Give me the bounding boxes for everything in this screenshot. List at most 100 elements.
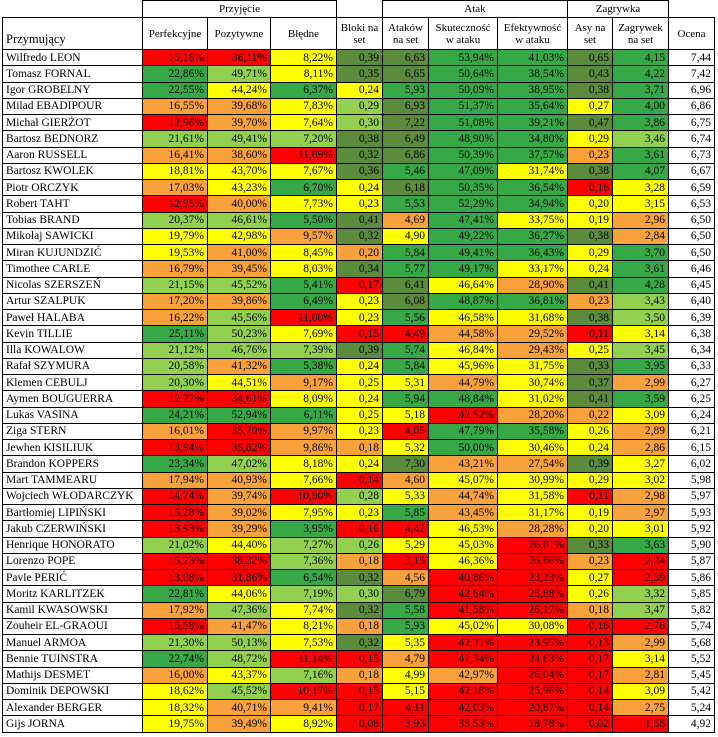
stat-cell: 6,49% <box>270 292 337 311</box>
player-row: Piotr ORCZYK 17,03% 43,23% 6,70% 0,24 6,18 50,… <box>2 178 715 197</box>
stat-cell: 48,84% <box>428 390 498 408</box>
stat-cell: 0,23 <box>336 195 383 213</box>
stat-cell: 39,29% <box>207 520 271 538</box>
player-row: Wilfredo LEON 15,16% 36,11% 8,22% 0,39 6,63 53… <box>2 48 715 67</box>
stat-cell: 5,86 <box>668 568 715 587</box>
stat-cell: 39,68% <box>207 97 271 116</box>
stat-cell: 0,25 <box>336 373 383 392</box>
player-name: Kamil KWASOWSKI <box>2 601 143 619</box>
stat-cell: 25,96% <box>497 682 568 701</box>
stat-cell: 8,18% <box>270 455 337 473</box>
player-name: Milad EBADIPOUR <box>2 97 143 116</box>
stat-cell: 5,74 <box>668 617 715 636</box>
stat-cell: 13,08% <box>142 568 208 587</box>
player-row: Manuel ARMOA 21,30% 50,13% 7,53% 0,32 5,35 42,… <box>2 633 715 652</box>
player-name: Tomasz FORNAL <box>2 65 143 83</box>
stat-cell: 3,28 <box>612 178 669 197</box>
stat-cell: 26,04% <box>497 666 568 684</box>
player-row: Igor GROBELNY 22,55% 44,24% 6,37% 0,24 5,93 50… <box>2 81 715 99</box>
player-name: Mikołaj SAWICKI <box>2 227 143 246</box>
stat-cell: 6,54% <box>270 568 337 587</box>
stat-cell: 51,08% <box>428 113 498 132</box>
stat-cell: 5,35 <box>382 633 429 652</box>
stat-cell: 43,70% <box>207 162 271 181</box>
stat-cell: 12,96% <box>142 113 208 132</box>
stat-cell: 9,86% <box>270 438 337 457</box>
stat-cell: 23,95% <box>497 633 568 652</box>
stat-cell: 42,97% <box>428 666 498 684</box>
stat-cell: 9,17% <box>270 373 337 392</box>
stat-cell: 47,36% <box>207 601 271 619</box>
player-name: Piotr ORCZYK <box>2 178 143 197</box>
stat-cell: 44,06% <box>207 585 271 603</box>
stat-cell: 28,28% <box>497 520 568 538</box>
player-row: Illa KOWALOW 21,12% 46,76% 7,39% 0,39 5,74 46,… <box>2 341 715 359</box>
stat-cell: 0,26 <box>336 536 383 554</box>
stat-cell: 7,44 <box>668 48 715 67</box>
stat-cell: 3,61 <box>612 260 669 278</box>
stat-cell: 3,43 <box>612 292 669 311</box>
stat-cell: 34,80% <box>497 130 568 148</box>
stat-cell: 6,65 <box>382 65 429 83</box>
player-row: Kamil KWASOWSKI 17,92% 47,36% 7,74% 0,32 5,58… <box>2 601 715 619</box>
stat-cell: 34,94% <box>497 195 568 213</box>
stat-cell: 6,70% <box>270 178 337 197</box>
stat-cell: 15,28% <box>142 503 208 522</box>
stat-cell: 45,07% <box>428 471 498 489</box>
stat-cell: 36,81% <box>497 292 568 311</box>
stat-cell: 30,99% <box>497 471 568 489</box>
stat-cell: 48,72% <box>207 650 271 668</box>
stat-cell: 6,39 <box>668 308 715 327</box>
stat-cell: 7,67% <box>270 162 337 181</box>
stat-cell: 0,17 <box>336 698 383 717</box>
stat-cell: 0,30 <box>336 585 383 603</box>
player-row: Bartosz BEDNORZ 21,61% 49,41% 7,20% 0,38 6,49… <box>2 130 715 148</box>
stat-cell: 30,08% <box>497 617 568 636</box>
stat-cell: 4,22 <box>612 65 669 83</box>
stat-cell: 39,49% <box>207 715 271 733</box>
stat-cell: 39,45% <box>207 260 271 278</box>
stat-cell: 5,97 <box>668 487 715 506</box>
stat-cell: 5,53 <box>382 195 429 213</box>
stat-cell: 7,27% <box>270 536 337 554</box>
stat-cell: 0,24 <box>336 178 383 197</box>
stat-cell: 0,22 <box>567 406 613 424</box>
stat-cell: 38,60% <box>207 146 271 164</box>
stat-cell: 22,55% <box>142 81 208 99</box>
stat-cell: 0,19 <box>567 211 613 229</box>
stat-cell: 31,17% <box>497 503 568 522</box>
player-name: Bartłomiej LIPIŃSKI <box>2 503 143 522</box>
stat-cell: 0,17 <box>567 666 613 684</box>
stat-cell: 0,38 <box>567 308 613 327</box>
stat-cell: 9,97% <box>270 422 337 441</box>
player-row: Miran KUJUNDZIĆ 19,53% 41,00% 8,45% 0,20 5,84… <box>2 243 715 262</box>
stat-cell: 0,36 <box>336 162 383 181</box>
stat-cell: 29,43% <box>497 341 568 359</box>
player-name: Bartosz KWOLEK <box>2 162 143 181</box>
player-name: Aymen BOUGUERRA <box>2 390 143 408</box>
stat-cell: 7,74% <box>270 601 337 619</box>
stat-cell: 0,25 <box>336 406 383 424</box>
stat-cell: 48,87% <box>428 292 498 311</box>
stat-cell: 6,41 <box>382 276 429 294</box>
stat-cell: 24,63% <box>497 650 568 668</box>
stat-cell: 0,23 <box>567 292 613 311</box>
stat-cell: 6,11% <box>270 406 337 424</box>
stat-cell: 50,64% <box>428 65 498 83</box>
stat-cell: 7,73% <box>270 195 337 213</box>
player-name: Lukas VASINA <box>2 406 143 424</box>
stat-cell: 3,09 <box>612 682 669 701</box>
stat-cell: 31,58% <box>497 487 568 506</box>
stat-cell: 0,39 <box>336 48 383 67</box>
stat-cell: 42,98% <box>207 227 271 246</box>
stat-cell: 2,99 <box>612 373 669 392</box>
stat-cell: 31,86% <box>207 568 271 587</box>
stat-cell: 4,15 <box>612 48 669 67</box>
stat-cell: 49,71% <box>207 65 271 83</box>
stat-cell: 3,47 <box>612 601 669 619</box>
player-row: Dominik DEPOWSKI 18,62% 45,52% 10,17% 0,15 5,… <box>2 682 715 701</box>
player-name: Aaron RUSSELL <box>2 146 143 164</box>
stat-cell: 3,95 <box>612 357 669 376</box>
stat-cell: 0,23 <box>336 292 383 311</box>
